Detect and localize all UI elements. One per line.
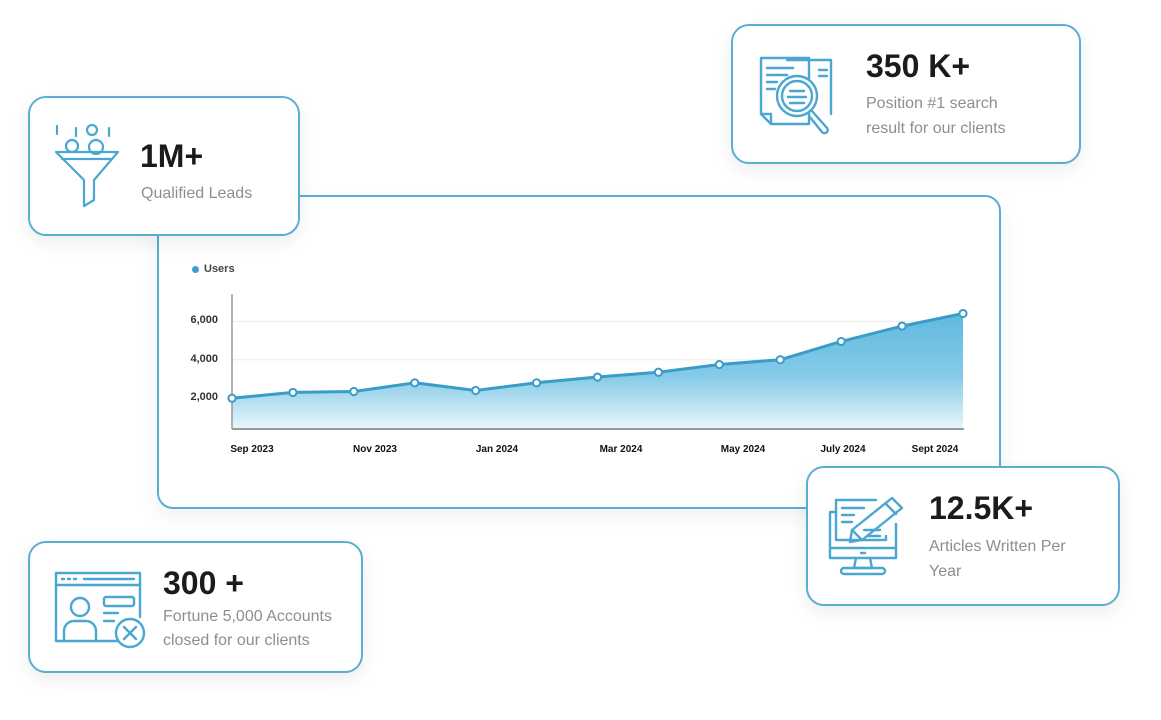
stat-card-qualified-leads: 1M+ Qualified Leads [28,96,300,236]
monitor-pencil-icon [828,496,904,576]
data-point [471,385,481,396]
stat-label-line-1: Position #1 search [866,95,998,112]
profile-close-icon [54,571,146,649]
data-point [653,367,664,377]
funnel-icon [54,123,120,208]
stat-label: Qualified Leads [141,185,253,202]
stat-label-line-1: Articles Written Per [929,538,1066,555]
y-tick-label: 6,000 [190,314,218,327]
data-point [410,378,420,388]
x-tick-label: Sept 2024 [911,444,959,455]
data-point [531,378,542,388]
stat-value: 300 + [163,565,244,601]
data-point [288,387,298,398]
data-point [714,359,724,370]
y-tick-label: 2,000 [190,391,218,404]
search-document-icon [759,56,833,135]
x-tick-label: May 2024 [720,444,766,455]
stat-label-line-2: result for our clients [866,120,1006,137]
data-point [349,386,359,397]
legend-label: Users [204,263,235,275]
x-tick-label: Nov 2023 [353,444,397,455]
stat-card-search-position: 350 K+ Position #1 search result for our… [731,24,1081,164]
chart-legend: Users [192,263,235,275]
x-tick-label: Sep 2023 [230,444,274,455]
data-point [958,308,968,319]
data-point [592,372,603,382]
stat-card-articles-written: 12.5K+ Articles Written Per Year [806,466,1120,606]
y-tick-label: 4,000 [190,352,218,365]
data-point [897,321,907,331]
stat-card-fortune-accounts: 300 + Fortune 5,000 Accounts closed for … [28,541,363,673]
x-tick-label: Jan 2024 [475,444,519,455]
stat-value: 1M+ [140,138,204,174]
stat-label-line-2: closed for our clients [163,632,310,649]
chart-points [227,308,968,403]
legend-dot-icon [192,265,199,273]
chart-area [232,313,963,429]
data-point [775,355,785,365]
x-tick-label: July 2024 [820,444,866,455]
stat-label-line-2: Year [929,563,962,580]
data-point [836,336,846,347]
stat-value: 350 K+ [866,48,971,84]
data-point [227,393,237,403]
x-tick-label: Mar 2024 [599,444,643,455]
stat-label-line-1: Fortune 5,000 Accounts [163,608,332,625]
stat-value: 12.5K+ [929,490,1034,526]
